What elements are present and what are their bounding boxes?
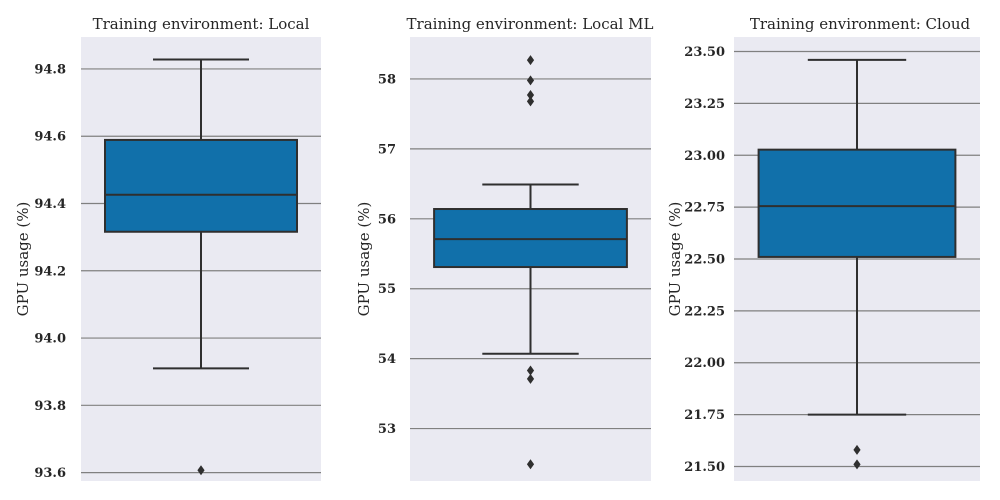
outlier-point	[526, 373, 535, 384]
y-tick-label: 22.25	[684, 304, 725, 319]
outlier-point	[526, 96, 535, 107]
y-tick-label: 57	[378, 142, 396, 157]
outlier-point	[526, 55, 535, 66]
iqr-box	[433, 208, 628, 269]
y-tick-label: 22.75	[684, 201, 725, 216]
y-axis-label: GPU usage (%)	[14, 202, 32, 317]
y-tick-label: 55	[378, 282, 396, 297]
panel-3: Training environment: Cloud 21.50 21.75 22.…	[666, 15, 980, 481]
y-tick-label: 93.8	[34, 399, 66, 414]
y-tick-label: 54	[378, 352, 396, 367]
chart-title: Training environment: Cloud	[750, 15, 971, 33]
chart-title: Training environment: Local ML	[407, 15, 654, 33]
panel-2: Training environment: Local ML 53 54 55 56 57…	[355, 15, 653, 481]
outlier-point	[526, 459, 535, 470]
y-tick-label: 94.8	[34, 62, 66, 77]
y-tick-label: 94.4	[34, 197, 66, 212]
iqr-box	[104, 138, 298, 233]
outlier-point	[197, 465, 205, 476]
y-tick-label: 94.0	[34, 332, 66, 347]
y-tick-label: 22.00	[684, 356, 725, 371]
y-tick-label: 21.75	[684, 408, 725, 423]
y-tick-label: 23.00	[684, 149, 725, 164]
outlier-point	[526, 365, 535, 376]
y-tick-label: 56	[378, 212, 396, 227]
y-axis-label: GPU usage (%)	[666, 202, 684, 317]
outlier-point	[526, 90, 535, 101]
y-tick-label: 53	[378, 422, 396, 437]
y-tick-label: 21.50	[684, 460, 725, 475]
y-tick-label: 58	[378, 72, 396, 87]
y-tick-label: 94.2	[34, 264, 66, 279]
y-tick-label: 94.6	[34, 130, 66, 145]
chart-title: Training environment: Local	[93, 15, 310, 33]
y-tick-label: 23.50	[684, 45, 725, 60]
outlier-point	[526, 75, 535, 86]
outlier-point	[853, 444, 861, 455]
panel-1: Training environment: Local 93.6 93.8 94.0 9…	[14, 15, 321, 481]
y-tick-label: 93.6	[34, 466, 66, 481]
outlier-point	[853, 459, 861, 470]
y-axis-label: GPU usage (%)	[355, 202, 373, 317]
y-tick-label: 22.50	[684, 253, 725, 268]
iqr-box	[757, 148, 957, 258]
y-tick-label: 23.25	[684, 97, 725, 112]
